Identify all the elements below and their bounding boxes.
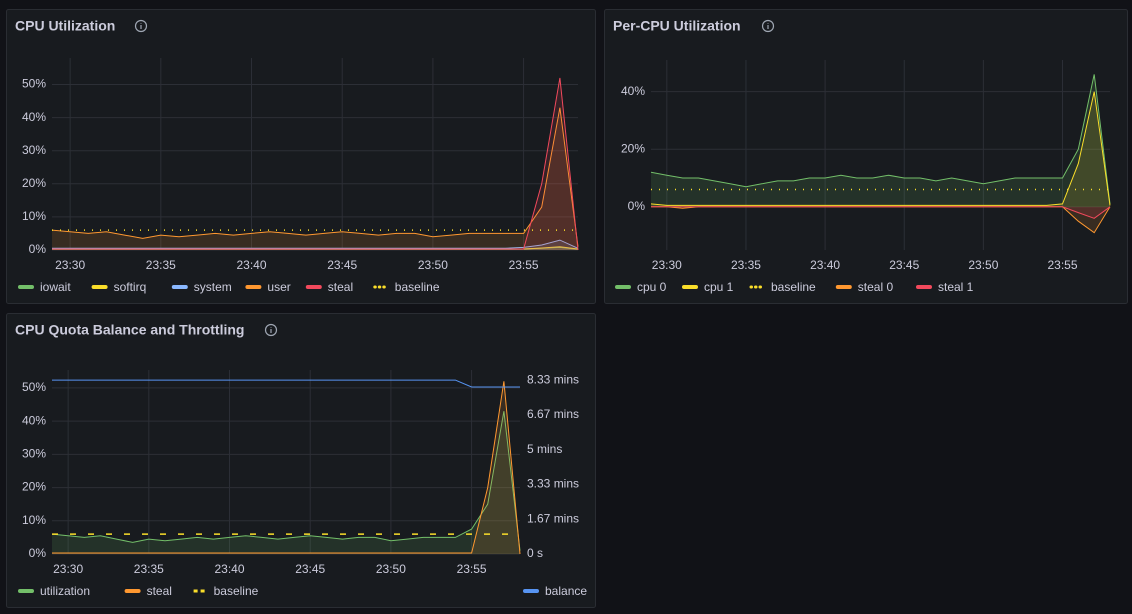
x-tick-label: 23:55	[509, 258, 539, 272]
y2-tick-label: 5 mins	[527, 442, 562, 456]
x-tick-label: 23:50	[968, 258, 998, 272]
panel-title: CPU Utilization	[15, 18, 115, 34]
info-icon[interactable]	[761, 19, 775, 33]
x-tick-label: 23:30	[55, 258, 85, 272]
x-tick-label: 23:55	[457, 562, 487, 576]
series-area	[52, 411, 520, 554]
series-line	[651, 206, 1111, 219]
y-tick-label: 20%	[621, 141, 645, 155]
legend-label: softirq	[114, 280, 147, 294]
y-tick-label: 30%	[22, 143, 46, 157]
x-tick-label: 23:35	[731, 258, 761, 272]
legend-label: baseline	[214, 584, 259, 598]
series-line	[51, 411, 521, 551]
panel	[6, 9, 596, 304]
legend-label: steal 1	[938, 280, 974, 294]
y-tick-label: 50%	[22, 380, 46, 394]
x-tick-label: 23:40	[810, 258, 840, 272]
legend-label: iowait	[40, 280, 71, 294]
y-tick-label: 10%	[22, 513, 46, 527]
panel-title: CPU Quota Balance and Throttling	[15, 322, 244, 338]
y-tick-label: 20%	[22, 176, 46, 190]
info-icon[interactable]	[134, 19, 148, 33]
x-tick-label: 23:50	[418, 258, 448, 272]
series-area	[651, 74, 1110, 207]
x-tick-label: 23:55	[1048, 258, 1078, 272]
legend-label: system	[194, 280, 232, 294]
x-tick-label: 23:35	[134, 562, 164, 576]
legend-label: baseline	[395, 280, 440, 294]
y2-tick-label: 6.67 mins	[527, 407, 579, 421]
info-icon[interactable]	[264, 323, 278, 337]
legend-label: steal	[328, 280, 353, 294]
series-line	[650, 74, 1111, 204]
y-tick-label: 0%	[628, 199, 646, 213]
y-tick-label: 0%	[29, 242, 47, 256]
y-tick-label: 20%	[22, 480, 46, 494]
legend-label: cpu 1	[704, 280, 734, 294]
series-line	[51, 107, 579, 247]
x-tick-label: 23:30	[652, 258, 682, 272]
series-line	[52, 379, 520, 388]
y2-tick-label: 1.67 mins	[527, 511, 579, 525]
x-tick-label: 23:40	[237, 258, 267, 272]
panel	[604, 9, 1128, 304]
series-area	[52, 107, 578, 250]
y-tick-label: 0%	[29, 546, 47, 560]
series-line	[52, 239, 579, 249]
y2-tick-label: 0 s	[527, 546, 543, 560]
legend-label: cpu 0	[637, 280, 667, 294]
x-tick-label: 23:50	[376, 562, 406, 576]
series-line	[52, 381, 521, 555]
y-tick-label: 40%	[621, 84, 645, 98]
x-tick-label: 23:35	[146, 258, 176, 272]
series-line	[650, 91, 1111, 206]
legend-label: balance	[545, 584, 587, 598]
y2-tick-label: 3.33 mins	[527, 477, 579, 491]
legend-label: utilization	[40, 584, 90, 598]
x-tick-label: 23:40	[215, 562, 245, 576]
legend-label: steal	[147, 584, 172, 598]
series-line	[52, 77, 579, 251]
y2-tick-label: 8.33 mins	[527, 372, 579, 386]
x-tick-label: 23:45	[295, 562, 325, 576]
legend-label: steal 0	[858, 280, 894, 294]
legend-label: baseline	[771, 280, 816, 294]
legend-label: user	[267, 280, 290, 294]
panel-title: Per-CPU Utilization	[613, 18, 741, 34]
y-tick-label: 40%	[22, 413, 46, 427]
x-tick-label: 23:45	[889, 258, 919, 272]
y-tick-label: 40%	[22, 110, 46, 124]
y-tick-label: 10%	[22, 209, 46, 223]
x-tick-label: 23:45	[327, 258, 357, 272]
y-tick-label: 30%	[22, 447, 46, 461]
y-tick-label: 50%	[22, 77, 46, 91]
x-tick-label: 23:30	[53, 562, 83, 576]
